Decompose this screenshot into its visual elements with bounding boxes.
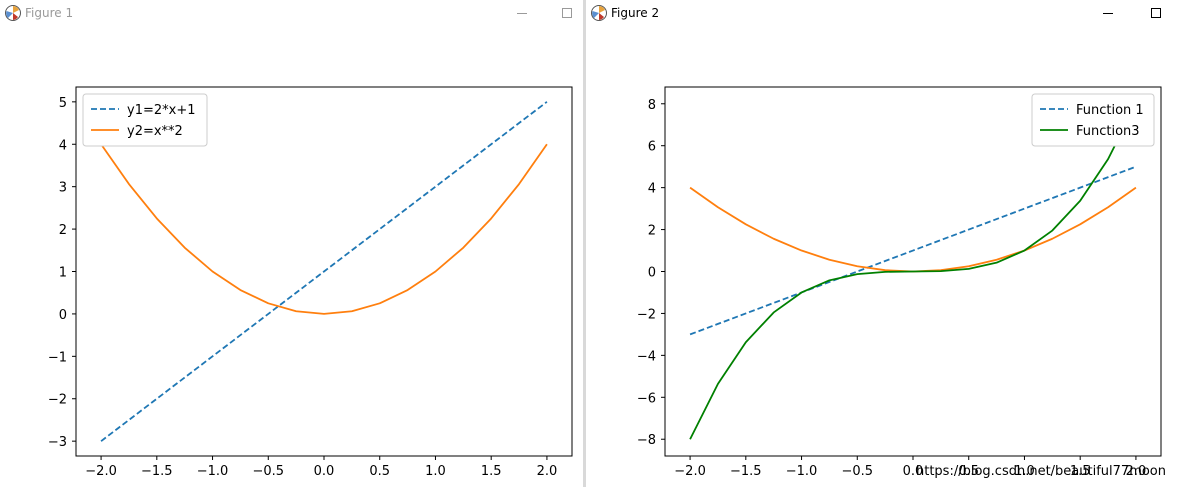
x-tick-label: 0.0 bbox=[314, 464, 335, 479]
legend-label: y1=2*x+1 bbox=[127, 103, 196, 118]
x-tick-label: −1.0 bbox=[197, 464, 229, 479]
minimize-button[interactable] bbox=[1098, 4, 1118, 22]
x-tick-label: 1.5 bbox=[1070, 464, 1091, 479]
y-tick-label: −3 bbox=[48, 435, 67, 450]
maximize-button[interactable] bbox=[1146, 4, 1166, 22]
series-line-1 bbox=[100, 101, 548, 442]
y-tick-label: −4 bbox=[637, 349, 656, 364]
window-title: Figure 2 bbox=[611, 6, 660, 20]
x-tick-label: −2.0 bbox=[85, 464, 117, 479]
matplotlib-app-icon bbox=[591, 5, 607, 21]
x-tick-label: 2.0 bbox=[1126, 464, 1147, 479]
y-tick-label: 4 bbox=[648, 182, 656, 197]
legend-label: Function3 bbox=[1076, 124, 1140, 139]
legend-box bbox=[82, 93, 208, 147]
y-tick-label: 6 bbox=[648, 140, 656, 155]
series-line-2 bbox=[689, 186, 1137, 273]
x-tick-label: −1.0 bbox=[786, 464, 818, 479]
y-tick-label: −2 bbox=[637, 307, 656, 322]
x-tick-label: 1.5 bbox=[481, 464, 502, 479]
maximize-button[interactable] bbox=[557, 4, 577, 22]
figure-1-window: Figure 1 −2.0 −1.5 −1.0 −0.5 0.0 0.5 1.0 1.5 2.0… bbox=[0, 0, 583, 487]
legend: Function 1 Function3 bbox=[1031, 93, 1155, 147]
y-tick-label: −2 bbox=[48, 393, 67, 408]
title-bar: Figure 1 bbox=[0, 0, 583, 28]
y-tick-label: 0 bbox=[648, 266, 656, 281]
x-tick-label: −1.5 bbox=[730, 464, 762, 479]
title-bar: Figure 2 bbox=[586, 0, 1180, 28]
x-tick-label: 0.5 bbox=[369, 464, 390, 479]
x-tick-label: −1.5 bbox=[141, 464, 173, 479]
y-tick-label: 1 bbox=[59, 266, 67, 281]
y-tick-label: −8 bbox=[637, 433, 656, 448]
x-tick-label: 0.0 bbox=[903, 464, 924, 479]
legend-label: Function 1 bbox=[1076, 103, 1144, 118]
figure-2-canvas: −2.0 −1.5 −1.0 −0.5 0.0 0.5 1.0 1.5 2.0 −8 −6 −4 −2 0… bbox=[637, 86, 1166, 479]
matplotlib-app-icon bbox=[5, 5, 21, 21]
y-tick-label: 4 bbox=[59, 138, 67, 153]
y-tick-label: 8 bbox=[648, 98, 656, 113]
x-tick-label: 1.0 bbox=[1014, 464, 1035, 479]
y-tick-label: 3 bbox=[59, 181, 67, 196]
y-tick-label: 5 bbox=[59, 96, 67, 111]
x-tick-label: 0.5 bbox=[958, 464, 979, 479]
y-tick-label: 2 bbox=[648, 224, 656, 239]
series-line-1 bbox=[689, 165, 1137, 336]
x-tick-label: −2.0 bbox=[674, 464, 706, 479]
x-tick-label: −0.5 bbox=[252, 464, 284, 479]
watermark-text: https://blog.csdn.net/beautiful77moon bbox=[916, 464, 1166, 479]
series-line-3 bbox=[689, 103, 1137, 440]
x-tick-label: −0.5 bbox=[841, 464, 873, 479]
y-tick-label: 2 bbox=[59, 223, 67, 238]
minimize-button[interactable] bbox=[512, 4, 532, 22]
legend-label: y2=x**2 bbox=[127, 124, 183, 139]
figure-1-canvas: −2.0 −1.5 −1.0 −0.5 0.0 0.5 1.0 1.5 2.0 −3 −2 −1 0 1 2… bbox=[48, 86, 573, 479]
x-tick-label: 1.0 bbox=[425, 464, 446, 479]
series-line-2 bbox=[100, 143, 548, 315]
y-tick-label: −6 bbox=[637, 391, 656, 406]
figure-2-window: Figure 2 −2.0 −1.5 −1.0 −0.5 0.0 0.5 1.0 1.5 2.0… bbox=[586, 0, 1180, 487]
legend: y1=2*x+1 y2=x**2 bbox=[82, 93, 208, 147]
window-divider bbox=[583, 0, 586, 487]
window-title: Figure 1 bbox=[25, 6, 74, 20]
y-tick-label: 0 bbox=[59, 308, 67, 323]
x-tick-label: 2.0 bbox=[537, 464, 558, 479]
y-tick-label: −1 bbox=[48, 350, 67, 365]
legend-box bbox=[1031, 93, 1155, 147]
